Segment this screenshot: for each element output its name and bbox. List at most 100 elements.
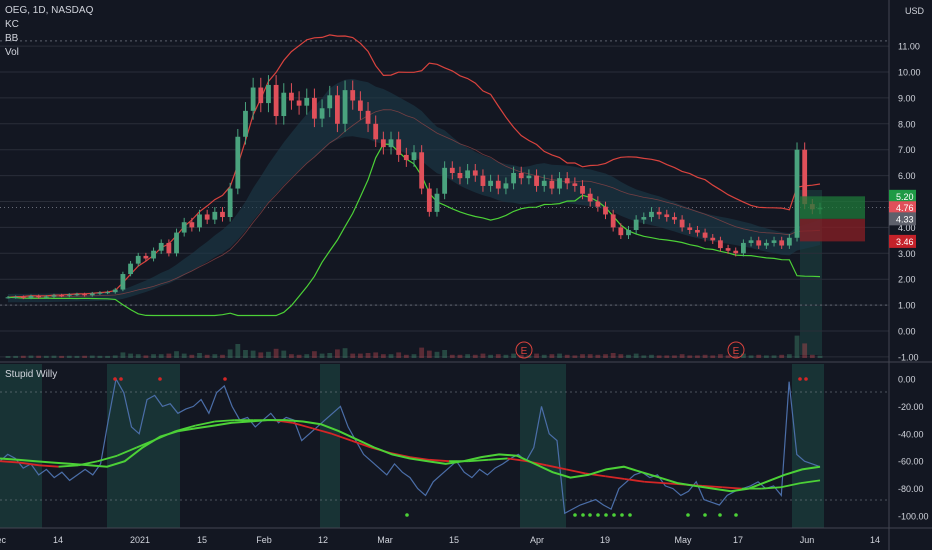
- candle-body: [725, 248, 731, 251]
- signal-line-segment: [409, 456, 430, 461]
- volume-bar: [212, 354, 218, 358]
- volume-bar: [756, 354, 762, 358]
- candle-body: [296, 100, 302, 106]
- oversold-dot: [604, 513, 608, 517]
- signal-line-segment: [800, 479, 821, 485]
- candle-body: [564, 178, 570, 184]
- candle-body: [59, 295, 65, 297]
- volume-bar: [220, 354, 225, 358]
- osc-shade: [320, 364, 340, 528]
- candle-body: [426, 188, 432, 212]
- volume-bar: [710, 355, 716, 358]
- position-box[interactable]: [800, 196, 865, 242]
- oversold-dot: [620, 513, 624, 517]
- price-tick-label: 9.00: [898, 93, 916, 103]
- volume-bar: [43, 355, 49, 358]
- candle-body: [189, 222, 195, 228]
- volume-bar: [151, 354, 156, 358]
- volume-bar: [695, 355, 700, 358]
- volume-bar: [541, 354, 547, 358]
- signal-line-segment: [116, 446, 138, 457]
- price-tick-label: -1.00: [898, 352, 919, 362]
- candle-body: [557, 178, 562, 189]
- price-tick-label: 1.00: [898, 301, 916, 311]
- signal-line-segment: [488, 457, 508, 461]
- oversold-dot: [718, 513, 722, 517]
- oscillator-layer: [0, 377, 821, 517]
- candle-body: [442, 167, 448, 194]
- candle-body: [503, 183, 509, 189]
- signal-line-segment: [546, 464, 567, 471]
- volume-bar: [480, 353, 486, 358]
- volume-bar: [702, 354, 708, 358]
- time-tick-label: 15: [197, 535, 207, 545]
- volume-bar: [403, 354, 409, 358]
- signal-line-segment: [566, 468, 586, 475]
- volume-bar: [564, 354, 570, 358]
- position-stop-zone: [800, 218, 865, 242]
- candle-body: [204, 214, 210, 220]
- candle-body: [143, 255, 149, 259]
- indicator-bb[interactable]: BB: [5, 33, 19, 44]
- oversold-dot: [628, 513, 632, 517]
- indicator-vol[interactable]: Vol: [5, 47, 19, 58]
- volume-bar: [120, 352, 126, 358]
- candle-body: [243, 110, 248, 137]
- oversold-dot: [588, 513, 592, 517]
- volume-bar: [763, 355, 769, 358]
- candle-body: [327, 95, 333, 109]
- candle-body: [549, 180, 555, 189]
- signal-line-segment: [58, 464, 79, 468]
- price-tag-bg: [889, 189, 916, 203]
- volume-bar: [28, 355, 34, 358]
- candle-body: [786, 237, 792, 246]
- candle-body: [128, 263, 133, 275]
- volume-bar: [817, 355, 823, 358]
- price-tag-text: 4.76: [896, 203, 914, 213]
- candle-body: [5, 297, 11, 299]
- candle-body: [603, 206, 608, 215]
- candle-body: [679, 219, 685, 228]
- earnings-label: E: [521, 346, 528, 357]
- oscillator-title[interactable]: Stupid Willy: [5, 369, 58, 380]
- candle-body: [373, 123, 379, 140]
- osc-tick-label: -20.00: [898, 402, 924, 412]
- candle-body: [158, 242, 164, 251]
- signal-line-segment: [780, 482, 801, 489]
- osc-shade: [0, 364, 42, 528]
- volume-bar: [289, 354, 294, 358]
- volume-bar: [748, 355, 754, 358]
- signal-line-segment: [19, 461, 40, 467]
- price-tag-text: 4.33: [896, 214, 914, 224]
- volume-bar: [488, 354, 494, 358]
- volume-bar: [557, 353, 562, 358]
- candle-body: [610, 214, 616, 228]
- candle-body: [526, 175, 532, 179]
- oversold-dot: [573, 513, 577, 517]
- price-tick-label: 11.00: [898, 42, 920, 52]
- volume-bar: [189, 354, 195, 358]
- candle-body: [495, 180, 501, 189]
- indicator-kc[interactable]: KC: [5, 19, 19, 30]
- time-tick-label: May: [674, 535, 692, 545]
- osc-shade: [792, 364, 824, 528]
- overbought-dot: [804, 377, 808, 381]
- volume-bar: [350, 353, 356, 358]
- volume-bar: [779, 354, 785, 358]
- volume-bar: [396, 352, 402, 358]
- volume-bar: [503, 354, 509, 358]
- candle-body: [595, 201, 601, 207]
- candle-body: [166, 242, 172, 254]
- signal-line-segment: [195, 420, 215, 427]
- volume-bar: [59, 355, 65, 358]
- volume-bar: [388, 354, 394, 358]
- signal-line-segment: [429, 458, 450, 463]
- volume-bar: [20, 355, 26, 358]
- volume-bar: [105, 355, 110, 358]
- volume-bar: [733, 355, 739, 358]
- symbol-title[interactable]: OEG, 1D, NASDAQ: [5, 5, 94, 16]
- volume-bar: [5, 356, 11, 358]
- volume-bar: [449, 354, 455, 358]
- osc-tick-label: 0.00: [898, 375, 916, 385]
